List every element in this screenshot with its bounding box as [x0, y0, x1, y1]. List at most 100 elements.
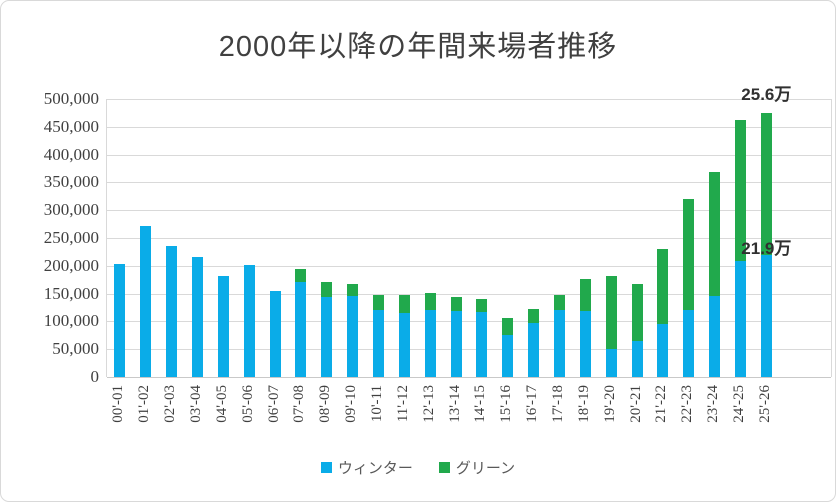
bar-slot	[521, 99, 547, 377]
legend-item-green: グリーン	[438, 457, 515, 478]
x-axis-tick-label: 10'-11	[369, 385, 386, 423]
x-slot: 19'-20	[597, 381, 623, 447]
x-slot: 24'-25	[727, 381, 753, 447]
bar-segment-winter	[579, 311, 591, 377]
x-slot: 03'-04	[184, 381, 210, 447]
bar-slot	[262, 99, 288, 377]
bar-slot	[159, 99, 185, 377]
stacked-bar	[657, 249, 669, 377]
stacked-bar	[579, 278, 591, 377]
bar-segment-green	[709, 171, 721, 296]
bar-segment-green	[502, 318, 514, 336]
bar-segment-green	[657, 249, 669, 324]
x-slot: 23'-24	[701, 381, 727, 447]
bar-segment-green	[735, 120, 747, 262]
x-axis-tick-label: 11'-12	[394, 385, 411, 423]
stacked-bar	[735, 120, 747, 377]
x-slot: 09'-10	[339, 381, 365, 447]
x-slot: 21'-22	[649, 381, 675, 447]
x-axis-tick-label: 05'-06	[239, 385, 256, 423]
bar-segment-green	[554, 294, 566, 310]
chart-title: 2000年以降の年間来場者推移	[218, 31, 618, 63]
x-axis-tick-label: 19'-20	[601, 385, 618, 423]
bar-segment-winter	[114, 264, 126, 377]
bar-slot	[288, 99, 314, 377]
y-axis-tick-label: 400,000	[43, 144, 99, 164]
y-axis-tick-label: 200,000	[43, 255, 99, 275]
gridline	[107, 349, 831, 351]
x-slot: 04'-05	[209, 381, 235, 447]
bar-segment-winter	[398, 313, 410, 377]
x-axis-tick-label: 23'-24	[705, 385, 722, 423]
bar-slot	[340, 99, 366, 377]
y-axis-tick-label: 150,000	[43, 283, 99, 303]
bar-segment-winter	[217, 276, 229, 377]
bar-segment-green	[347, 284, 359, 297]
x-slot: 22'-23	[675, 381, 701, 447]
stacked-bar	[476, 299, 488, 377]
plot-area: 25.6万 21.9万	[106, 85, 832, 378]
bar-segment-winter	[476, 311, 488, 377]
x-axis-tick-label: 17'-18	[550, 385, 567, 423]
x-axis-tick-label: 25'-26	[756, 385, 773, 423]
stacked-bar	[295, 268, 307, 377]
stacked-bar	[140, 226, 152, 377]
stacked-bar	[192, 256, 203, 377]
bar-segment-green	[760, 112, 772, 256]
bar-segment-winter	[450, 311, 462, 377]
x-axis-tick-label: 00'-01	[110, 385, 127, 423]
bar-segment-green	[528, 308, 540, 323]
stacked-bar	[114, 264, 126, 377]
bar-slot	[417, 99, 443, 377]
y-axis-tick-label: 300,000	[43, 200, 99, 220]
x-axis-tick-label: 15'-16	[498, 385, 515, 423]
bar-segment-green	[373, 294, 385, 310]
x-axis-tick-label: 12'-13	[420, 385, 437, 423]
stacked-bar	[398, 294, 410, 377]
bar-slot	[547, 99, 573, 377]
stacked-bar	[269, 290, 281, 377]
stacked-bar	[528, 308, 540, 377]
stacked-bar	[243, 264, 255, 377]
gridline	[107, 321, 831, 323]
y-axis-tick-label: 500,000	[43, 89, 99, 108]
bar-segment-green	[450, 296, 462, 312]
x-axis-tick-label: 08'-09	[317, 385, 334, 423]
bar-segment-winter	[373, 309, 385, 377]
bar-slot	[598, 99, 624, 377]
x-slot: 05'-06	[235, 381, 261, 447]
bar-segment-winter	[657, 323, 669, 377]
gridline	[107, 126, 831, 128]
bar-slot	[133, 99, 159, 377]
gridline	[107, 377, 831, 378]
bar-slot	[702, 99, 728, 377]
bar-slot	[469, 99, 495, 377]
x-axis-tick-label: 09'-10	[343, 385, 360, 423]
bar-segment-winter	[192, 256, 203, 377]
bar-segment-green	[424, 292, 436, 310]
y-axis-tick-label: 250,000	[43, 228, 99, 247]
bar-slot	[728, 99, 754, 377]
gridline	[107, 265, 831, 267]
bar-slot	[185, 99, 211, 377]
x-slot: 02'-03	[158, 381, 184, 447]
x-slot: 18'-19	[571, 381, 597, 447]
bar-segment-winter	[528, 322, 540, 377]
bar-segment-green	[295, 268, 307, 282]
gridline	[107, 293, 831, 295]
y-axis-tick-label: 0	[90, 367, 100, 386]
x-slot: 07'-08	[287, 381, 313, 447]
stacked-bar	[321, 281, 333, 377]
bar-slot	[495, 99, 521, 377]
x-axis-tick-label: 01'-02	[136, 385, 153, 423]
bar-segment-green	[476, 299, 488, 312]
bar-slot	[314, 99, 340, 377]
bar-slot	[650, 99, 676, 377]
legend-label: ウィンター	[337, 460, 413, 477]
bar-segment-green	[579, 278, 591, 312]
stacked-bar	[424, 292, 436, 377]
bar-segment-winter	[502, 335, 514, 377]
stacked-bar	[373, 294, 385, 377]
